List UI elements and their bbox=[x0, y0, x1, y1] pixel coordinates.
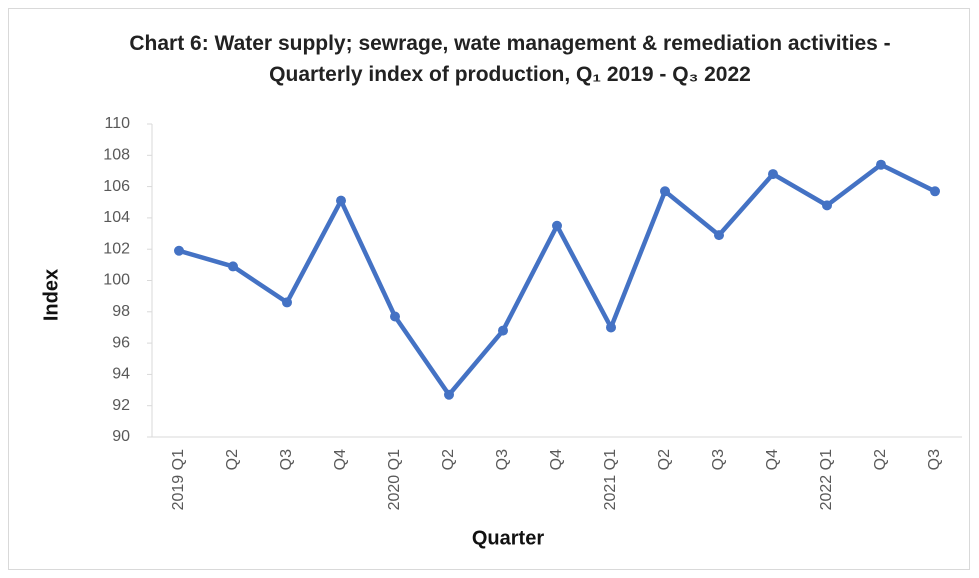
point bbox=[822, 200, 832, 211]
x-tick-label: Q3 bbox=[278, 449, 295, 470]
x-tick-label: 2019 Q1 bbox=[170, 449, 187, 510]
point bbox=[390, 311, 400, 322]
x-tick-label: Q2 bbox=[224, 449, 241, 470]
x-tick-label: Q2 bbox=[872, 449, 889, 470]
x-tick-label: Q4 bbox=[548, 449, 565, 470]
x-tick-label: 2021 Q1 bbox=[602, 449, 619, 510]
point bbox=[876, 159, 886, 170]
chart-border bbox=[8, 8, 970, 570]
y-tick-label: 108 bbox=[103, 147, 130, 164]
point bbox=[282, 297, 292, 308]
chart-title: Chart 6: Water supply; sewrage, wate man… bbox=[129, 32, 891, 86]
point bbox=[336, 195, 346, 206]
x-tick-label: Q3 bbox=[494, 449, 511, 470]
y-tick-label: 100 bbox=[103, 272, 130, 289]
point bbox=[444, 389, 454, 400]
x-tick-label: 2020 Q1 bbox=[386, 449, 403, 510]
y-tick-label: 96 bbox=[112, 334, 130, 351]
y-tick-label: 104 bbox=[103, 209, 130, 226]
y-tick-label: 94 bbox=[112, 366, 130, 383]
y-tick-label: 110 bbox=[104, 115, 130, 132]
x-axis-title: Quarter bbox=[472, 527, 544, 549]
x-tick-label: Q4 bbox=[764, 449, 781, 470]
point bbox=[714, 230, 724, 241]
point bbox=[228, 261, 238, 272]
series-line bbox=[178, 162, 936, 397]
y-tick-label: 106 bbox=[103, 178, 130, 195]
y-tick-label: 92 bbox=[112, 397, 130, 414]
x-tick-label: Q4 bbox=[332, 449, 349, 470]
x-tick-label: Q2 bbox=[440, 449, 457, 470]
point bbox=[660, 186, 670, 197]
point bbox=[498, 325, 508, 336]
point bbox=[930, 186, 940, 197]
y-tick-label: 102 bbox=[103, 240, 130, 257]
y-tick-label: 90 bbox=[112, 428, 130, 445]
point bbox=[174, 245, 184, 256]
x-tick-label: Q3 bbox=[710, 449, 727, 470]
x-tick-label: Q2 bbox=[656, 449, 673, 470]
y-tick-label: 98 bbox=[112, 303, 130, 320]
point bbox=[768, 169, 778, 180]
point bbox=[606, 322, 616, 333]
x-tick-label: Q3 bbox=[926, 449, 943, 470]
point bbox=[552, 220, 562, 231]
x-tick-label: 2022 Q1 bbox=[818, 449, 835, 510]
y-axis-title: Index bbox=[40, 269, 62, 321]
